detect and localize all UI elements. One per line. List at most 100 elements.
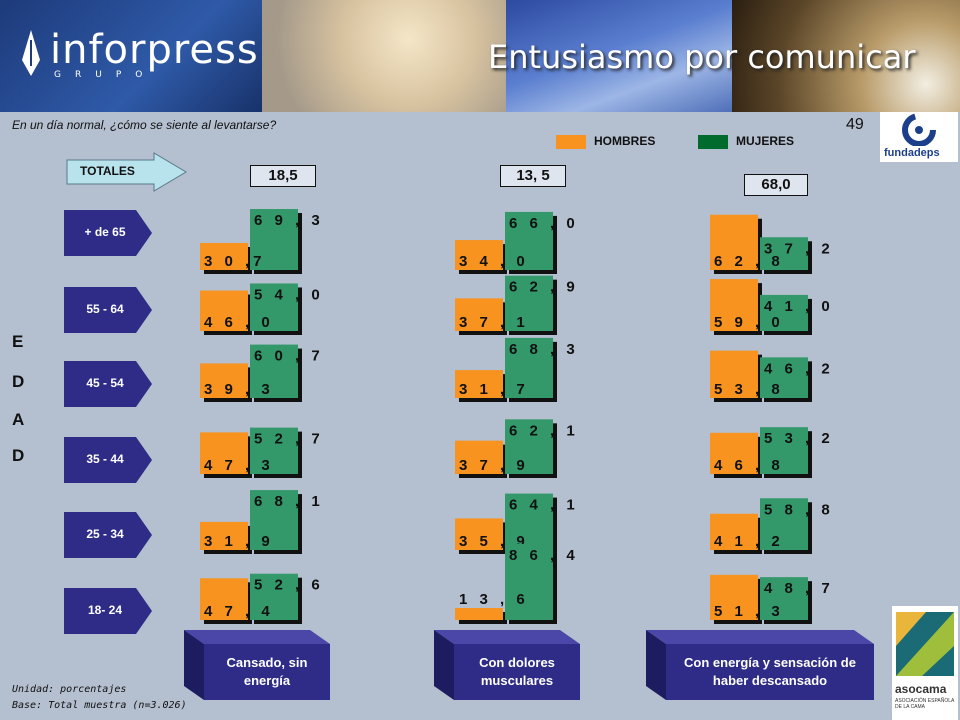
bar-hombres-p1-row4 [200,432,248,474]
age-label-65plus: + de 65 [84,225,126,239]
bar-hombres-p1-row1 [200,242,248,270]
legend-swatch-hombres [556,134,586,149]
age-arrow-shape [64,287,152,333]
survey-question: En un día normal, ¿cómo se siente al lev… [12,118,277,132]
bar-mujeres-p1-row5 [250,490,298,550]
age-arrow-shape [64,210,152,256]
asocama-logo-text: asocama [895,682,947,696]
label-mujeres-p1-row5: 6 8 , 1 [254,493,324,510]
inforpress-logo: inforpress GRUPO [20,30,259,80]
legend-swatch-mujeres [698,134,728,149]
header-photo-1 [0,0,262,112]
age-arrow-25-34: 25 - 34 [64,512,154,558]
bar-mujeres-p1-row2 [250,283,298,331]
age-arrow-18-24: 18- 24 [64,588,154,634]
bar-hombres-p1-row3 [200,363,248,398]
asocama-logo-subtext: ASOCIACIÓN ESPAÑOLA DE LA CAMA [895,698,955,710]
bar-mujeres-p2-row5 [505,493,553,550]
bar-hombres-p1-row5 [200,521,248,550]
label-hombres-p1-row6: 4 7 , 4 [204,603,274,620]
label-hombres-p2-row2: 3 7 , 1 [459,314,529,331]
label-mujeres-p3-row5: 5 8 , 8 [764,501,834,518]
label-hombres-p1-row5: 3 1 , 9 [204,533,274,550]
bar-hombres-p3-row3 [710,350,758,398]
asocama-logo: asocama ASOCIACIÓN ESPAÑOLA DE LA CAMA [892,606,958,720]
age-arrow-55-64: 55 - 64 [64,287,154,333]
category-energia: Con energía y sensación de haber descans… [646,630,874,700]
label-mujeres-p2-row2: 6 2 , 9 [509,279,579,296]
edad-letter-2: D [12,372,25,391]
brand-name: inforpress [50,27,259,73]
bar-hombres-p3-row2 [710,279,758,331]
label-hombres-p2-row1: 3 4 , 0 [459,253,529,270]
bar-hombres-p2-row2 [455,298,503,331]
bar-mujeres-p3-row6 [760,577,808,620]
label-mujeres-p1-row3: 6 0 , 7 [254,348,324,365]
header-banner [0,0,960,112]
bar-mujeres-p3-row1 [760,237,808,270]
edad-letter-4: D [12,446,25,465]
bar-hombres-p3-row4 [710,432,758,474]
page-number: 49 [846,116,864,133]
age-arrow-shape [64,437,152,483]
header-photo-2 [262,0,506,112]
legend-mujeres: MUJERES [698,134,794,149]
label-hombres-p2-row6: 1 3 , 6 [459,591,529,608]
label-mujeres-p1-row4: 5 2 , 7 [254,431,324,448]
bar-mujeres-p1-row1 [250,209,298,270]
age-label-18-24: 18- 24 [87,603,123,617]
pen-nib-icon [22,30,40,76]
edad-letter-3: A [12,410,25,429]
asocama-mark-icon [896,612,954,676]
total-box-cansado: 18,5 [250,165,316,187]
age-label-35-44: 35 - 44 [86,452,124,466]
bar-hombres-p2-row6 [455,608,503,620]
bar-mujeres-p2-row1 [505,211,553,270]
age-arrow-shape [64,512,152,558]
label-mujeres-p1-row2: 5 4 , 0 [254,286,324,303]
brand-sub: GRUPO [54,70,157,80]
label-hombres-p3-row3: 5 3 , 8 [714,381,784,398]
category-cansado: Cansado, sin energía [184,630,330,700]
category-label-dolores: Con dolores musculares [479,655,555,688]
legend-label-mujeres: MUJERES [736,134,795,148]
bar-mujeres-p1-row6 [250,573,298,620]
bar-mujeres-p1-row3 [250,344,298,398]
label-mujeres-p2-row3: 6 8 , 3 [509,341,579,358]
category-dolores: Con dolores musculares [434,630,580,700]
label-hombres-p2-row4: 3 7 , 9 [459,457,529,474]
label-hombres-p3-row6: 5 1 , 3 [714,603,784,620]
bar-mujeres-p3-row2 [760,294,808,331]
bar-hombres-p2-row3 [455,370,503,398]
bar-hombres-p2-row1 [455,240,503,270]
label-mujeres-p3-row6: 4 8 , 7 [764,580,834,597]
category-label-cansado: Cansado, sin energía [226,655,308,688]
age-arrow-shape [64,588,152,634]
bar-hombres-p3-row5 [710,513,758,550]
bar-mujeres-p1-row4 [250,427,298,474]
label-mujeres-p2-row6: 8 6 , 4 [509,547,579,564]
bar-hombres-p1-row6 [200,578,248,620]
label-mujeres-p3-row4: 5 3 , 2 [764,430,834,447]
label-hombres-p1-row1: 3 0 ,7 [204,253,266,270]
label-hombres-p2-row3: 3 1 , 7 [459,381,529,398]
page-title: Entusiasmo por comunicar [488,38,916,76]
label-hombres-p3-row1: 6 2 , 8 [714,253,784,270]
fundadeps-mark-icon [902,113,936,147]
totales-arrow-shape [66,152,187,192]
label-mujeres-p1-row6: 5 2 , 6 [254,577,324,594]
header-photo-4 [732,0,960,112]
age-arrow-45-54: 45 - 54 [64,361,154,407]
bar-hombres-p2-row4 [455,440,503,474]
bar-mujeres-p3-row5 [760,498,808,550]
age-label-25-34: 25 - 34 [86,527,124,541]
fundadeps-logo-text: fundadeps [884,147,940,159]
label-hombres-p3-row2: 5 9 , 0 [714,314,784,331]
label-mujeres-p3-row1: 3 7 , 2 [764,240,834,257]
category-box-shape [184,630,330,700]
bar-mujeres-p2-row2 [505,275,553,331]
totales-label: TOTALES [80,164,135,178]
total-box-dolores: 13, 5 [500,165,566,187]
header-photo-3 [506,0,732,112]
